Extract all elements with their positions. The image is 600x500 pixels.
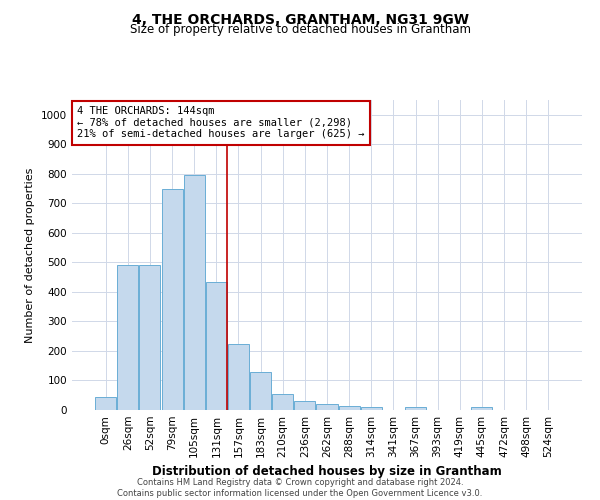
Bar <box>361 407 382 410</box>
Text: 4 THE ORCHARDS: 144sqm
← 78% of detached houses are smaller (2,298)
21% of semi-: 4 THE ORCHARDS: 144sqm ← 78% of detached… <box>77 106 365 140</box>
Bar <box>250 372 271 410</box>
Text: Contains HM Land Registry data © Crown copyright and database right 2024.
Contai: Contains HM Land Registry data © Crown c… <box>118 478 482 498</box>
Bar <box>338 406 359 410</box>
Bar <box>316 404 338 410</box>
Bar <box>95 396 116 410</box>
Text: 4, THE ORCHARDS, GRANTHAM, NG31 9GW: 4, THE ORCHARDS, GRANTHAM, NG31 9GW <box>131 12 469 26</box>
Y-axis label: Number of detached properties: Number of detached properties <box>25 168 35 342</box>
Bar <box>118 266 139 410</box>
X-axis label: Distribution of detached houses by size in Grantham: Distribution of detached houses by size … <box>152 466 502 478</box>
Bar <box>161 188 182 410</box>
Text: Size of property relative to detached houses in Grantham: Size of property relative to detached ho… <box>130 22 470 36</box>
Bar <box>206 282 227 410</box>
Bar <box>228 344 249 410</box>
Bar <box>139 266 160 410</box>
Bar <box>184 176 205 410</box>
Bar <box>472 407 493 410</box>
Bar <box>295 401 316 410</box>
Bar <box>272 394 293 410</box>
Bar <box>405 407 426 410</box>
